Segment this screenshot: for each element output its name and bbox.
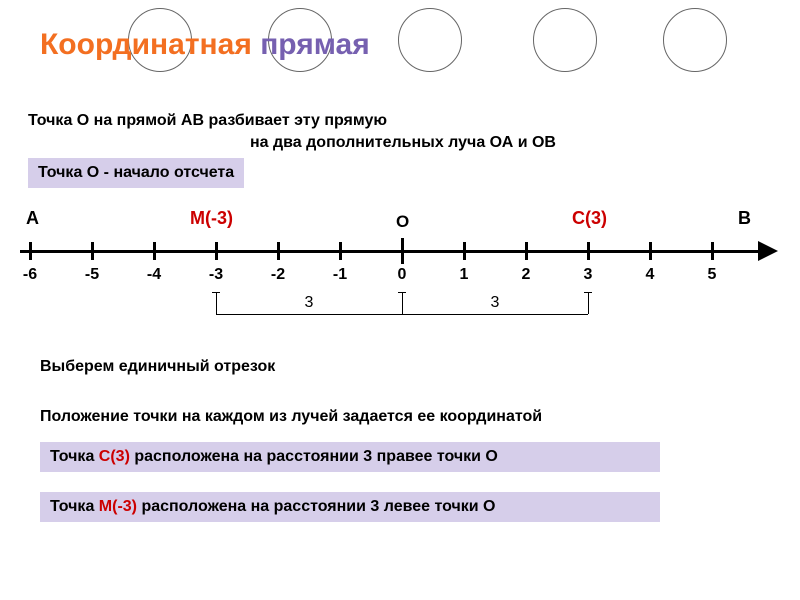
axis-tick-label: 0: [398, 266, 407, 284]
axis-tick: [711, 242, 714, 260]
axis-tick-label: 2: [522, 266, 531, 284]
axis-tick-label: -6: [23, 266, 37, 284]
bracket-left-label: 3: [305, 294, 314, 312]
axis-arrowhead: [758, 241, 778, 261]
axis-tick: [153, 242, 156, 260]
page-title: Координатная прямая: [40, 28, 370, 62]
box-c-pre: Точка: [50, 448, 99, 465]
axis-tick-label: -4: [147, 266, 161, 284]
point-label-b: В: [738, 208, 751, 229]
bracket-left-start: [216, 292, 217, 314]
intro-line2: на два дополнительных луча ОА и ОВ: [250, 134, 556, 152]
axis-tick: [401, 238, 404, 264]
axis-tick: [463, 242, 466, 260]
axis-tick: [587, 242, 590, 260]
bracket-right-line: [402, 314, 588, 315]
serif-2: [398, 292, 406, 293]
axis-tick: [649, 242, 652, 260]
axis-tick-label: -5: [85, 266, 99, 284]
bracket-right-label: 3: [491, 294, 500, 312]
box-c-post: расположена на расстоянии 3 правее точки…: [130, 448, 498, 465]
box-point-c: Точка С(3) расположена на расстоянии 3 п…: [40, 442, 660, 472]
axis-tick: [29, 242, 32, 260]
circle-4: [533, 8, 597, 72]
line-position: Положение точки на каждом из лучей задае…: [40, 408, 542, 426]
point-label-m: М(-3): [190, 208, 233, 229]
title-word1: Координатная: [40, 28, 252, 61]
number-line: А В О М(-3) С(3) -6-5-4-3-2-1012345 3 3: [20, 232, 780, 352]
box-m-pre: Точка: [50, 498, 99, 515]
circle-3: [398, 8, 462, 72]
bracket-right-end: [588, 292, 589, 314]
point-label-c: С(3): [572, 208, 607, 229]
distance-brackets: 3 3: [20, 292, 780, 332]
axis-tick-label: 1: [460, 266, 469, 284]
axis-tick-label: 4: [646, 266, 655, 284]
axis-tick-label: -1: [333, 266, 347, 284]
axis-tick-label: 3: [584, 266, 593, 284]
box-m-point: М(-3): [99, 498, 137, 515]
box-m-post: расположена на расстоянии 3 левее точки …: [137, 498, 495, 515]
point-label-a: А: [26, 208, 39, 229]
axis-tick: [91, 242, 94, 260]
box-origin: Точка О - начало отсчета: [28, 158, 244, 188]
box-point-m: Точка М(-3) расположена на расстоянии 3 …: [40, 492, 660, 522]
title-word2: прямая: [260, 28, 370, 61]
bracket-left-end: [402, 292, 403, 314]
line-unit: Выберем единичный отрезок: [40, 358, 275, 376]
serif-3: [584, 292, 592, 293]
axis-tick: [277, 242, 280, 260]
point-label-o: О: [396, 212, 409, 232]
circle-5: [663, 8, 727, 72]
axis-tick-label: -2: [271, 266, 285, 284]
axis-tick-label: -3: [209, 266, 223, 284]
intro-line1: Точка О на прямой АВ разбивает эту пряму…: [28, 112, 387, 130]
axis-tick: [525, 242, 528, 260]
axis-tick: [339, 242, 342, 260]
bracket-left-line: [216, 314, 402, 315]
serif-1: [212, 292, 220, 293]
axis-tick: [215, 242, 218, 260]
box-c-point: С(3): [99, 448, 130, 465]
axis-tick-label: 5: [708, 266, 717, 284]
